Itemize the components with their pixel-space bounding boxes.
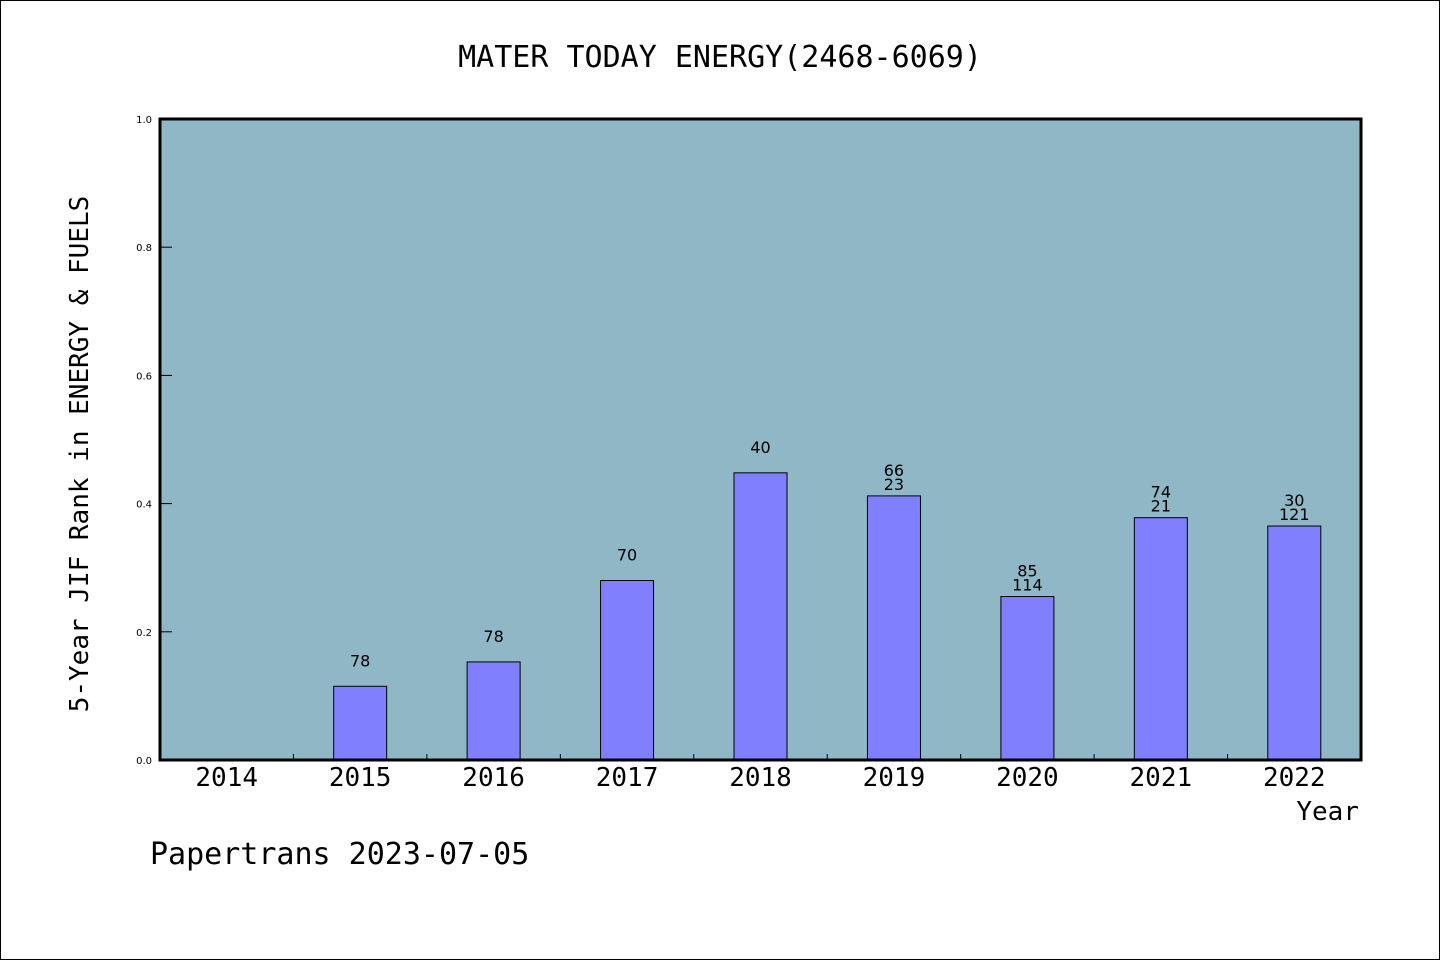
plot-frame — [158, 117, 1363, 762]
bar — [1133, 517, 1188, 761]
x-tick-label: 2020 — [996, 763, 1059, 793]
x-tick-label: 2016 — [462, 763, 525, 793]
x-tick-label: 2015 — [329, 763, 392, 793]
y-axis-label: 5-Year JIF Rank in ENERGY & FUELS — [65, 196, 95, 713]
bar-label-lower: 114 — [1012, 576, 1043, 595]
bar-label-lower: 23 — [884, 475, 904, 494]
footer-credit: Papertrans 2023-07-05 — [150, 837, 529, 872]
bar-label-lower: 21 — [1151, 497, 1171, 516]
bar-label: 70 — [617, 546, 637, 565]
bar — [333, 685, 388, 761]
bar-label: 78 — [350, 651, 370, 670]
bar-label-lower: 121 — [1279, 505, 1310, 524]
x-tick-label: 2021 — [1130, 763, 1193, 793]
bar — [1000, 596, 1055, 761]
bar-label: 40 — [750, 438, 770, 457]
x-axis-label: Year — [1296, 797, 1359, 827]
bar-label-upper: 74 — [1151, 483, 1171, 502]
y-tick-label: 0.4 — [136, 500, 152, 511]
bar-label-upper: 66 — [884, 461, 904, 480]
bar — [866, 495, 921, 761]
y-tick-label: 0.0 — [136, 756, 152, 767]
bar — [1267, 525, 1322, 761]
x-tick-label: 2017 — [596, 763, 659, 793]
x-tick-label: 2014 — [195, 763, 258, 793]
bar — [600, 580, 655, 761]
bar-label-upper: 30 — [1284, 491, 1304, 510]
bar — [733, 472, 788, 761]
bar — [466, 661, 521, 761]
y-tick-label: 0.2 — [136, 628, 152, 639]
x-tick-label: 2019 — [863, 763, 926, 793]
y-tick-label: 0.6 — [136, 371, 152, 382]
chart-title: MATER TODAY ENERGY(2468-6069) — [458, 40, 982, 75]
y-tick-label: 0.8 — [136, 243, 152, 254]
bar-label-upper: 85 — [1017, 562, 1037, 581]
y-axis: 0.0 0.2 0.4 0.6 0.8 1.0 — [136, 115, 172, 767]
x-axis: 2014 2015 2016 2017 2018 2019 2020 2021 2022 — [195, 754, 1326, 793]
x-tick-label: 2018 — [729, 763, 792, 793]
y-tick-label: 1.0 — [136, 115, 152, 126]
x-tick-label: 2022 — [1263, 763, 1326, 793]
bar-label: 78 — [483, 627, 503, 646]
